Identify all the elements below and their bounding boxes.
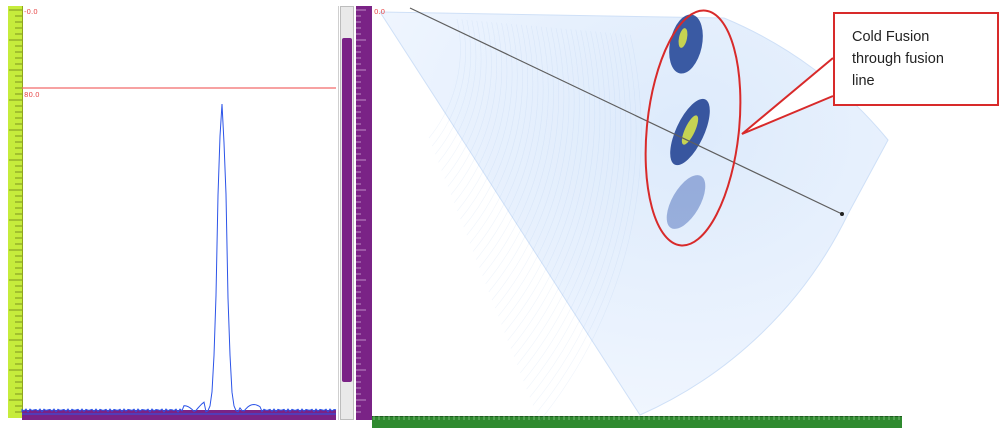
scan-bottom-ruler (372, 416, 902, 428)
gate-value-label: 80.0 (24, 91, 40, 99)
ascan-panel[interactable] (8, 6, 339, 420)
top-value-label: -0.0 (24, 8, 38, 16)
scan-bottom-ruler-edge (372, 416, 902, 417)
callout-box (833, 12, 999, 106)
ascan-bottom-ruler (22, 410, 336, 420)
amplitude-ruler-ticks (9, 9, 22, 413)
beam-cursor-line[interactable] (409, 7, 843, 215)
defect-highlight-ellipse (644, 9, 742, 247)
depth-ruler (356, 6, 372, 420)
scan-top-value: 0.0 (374, 8, 385, 16)
callout-line-2: through fusion (852, 51, 944, 67)
indication-upper-core (678, 28, 688, 48)
callout-pointer (741, 57, 834, 135)
beam-cursor-end[interactable] (840, 212, 844, 216)
scrollbar-thumb[interactable] (342, 38, 352, 382)
callout-label: Cold Fusion through fusion line (852, 26, 992, 92)
depth-ruler-ticks (356, 9, 366, 413)
amplitude-ruler (8, 6, 23, 418)
callout-line-3: line (852, 73, 875, 89)
ascan-waveform (21, 103, 337, 413)
indication-lower-core (681, 115, 699, 145)
sector-scan-fan (379, 11, 889, 416)
indication-tail (666, 175, 706, 229)
sector-arc-texture (428, 18, 642, 422)
callout-line-1: Cold Fusion (852, 29, 930, 45)
